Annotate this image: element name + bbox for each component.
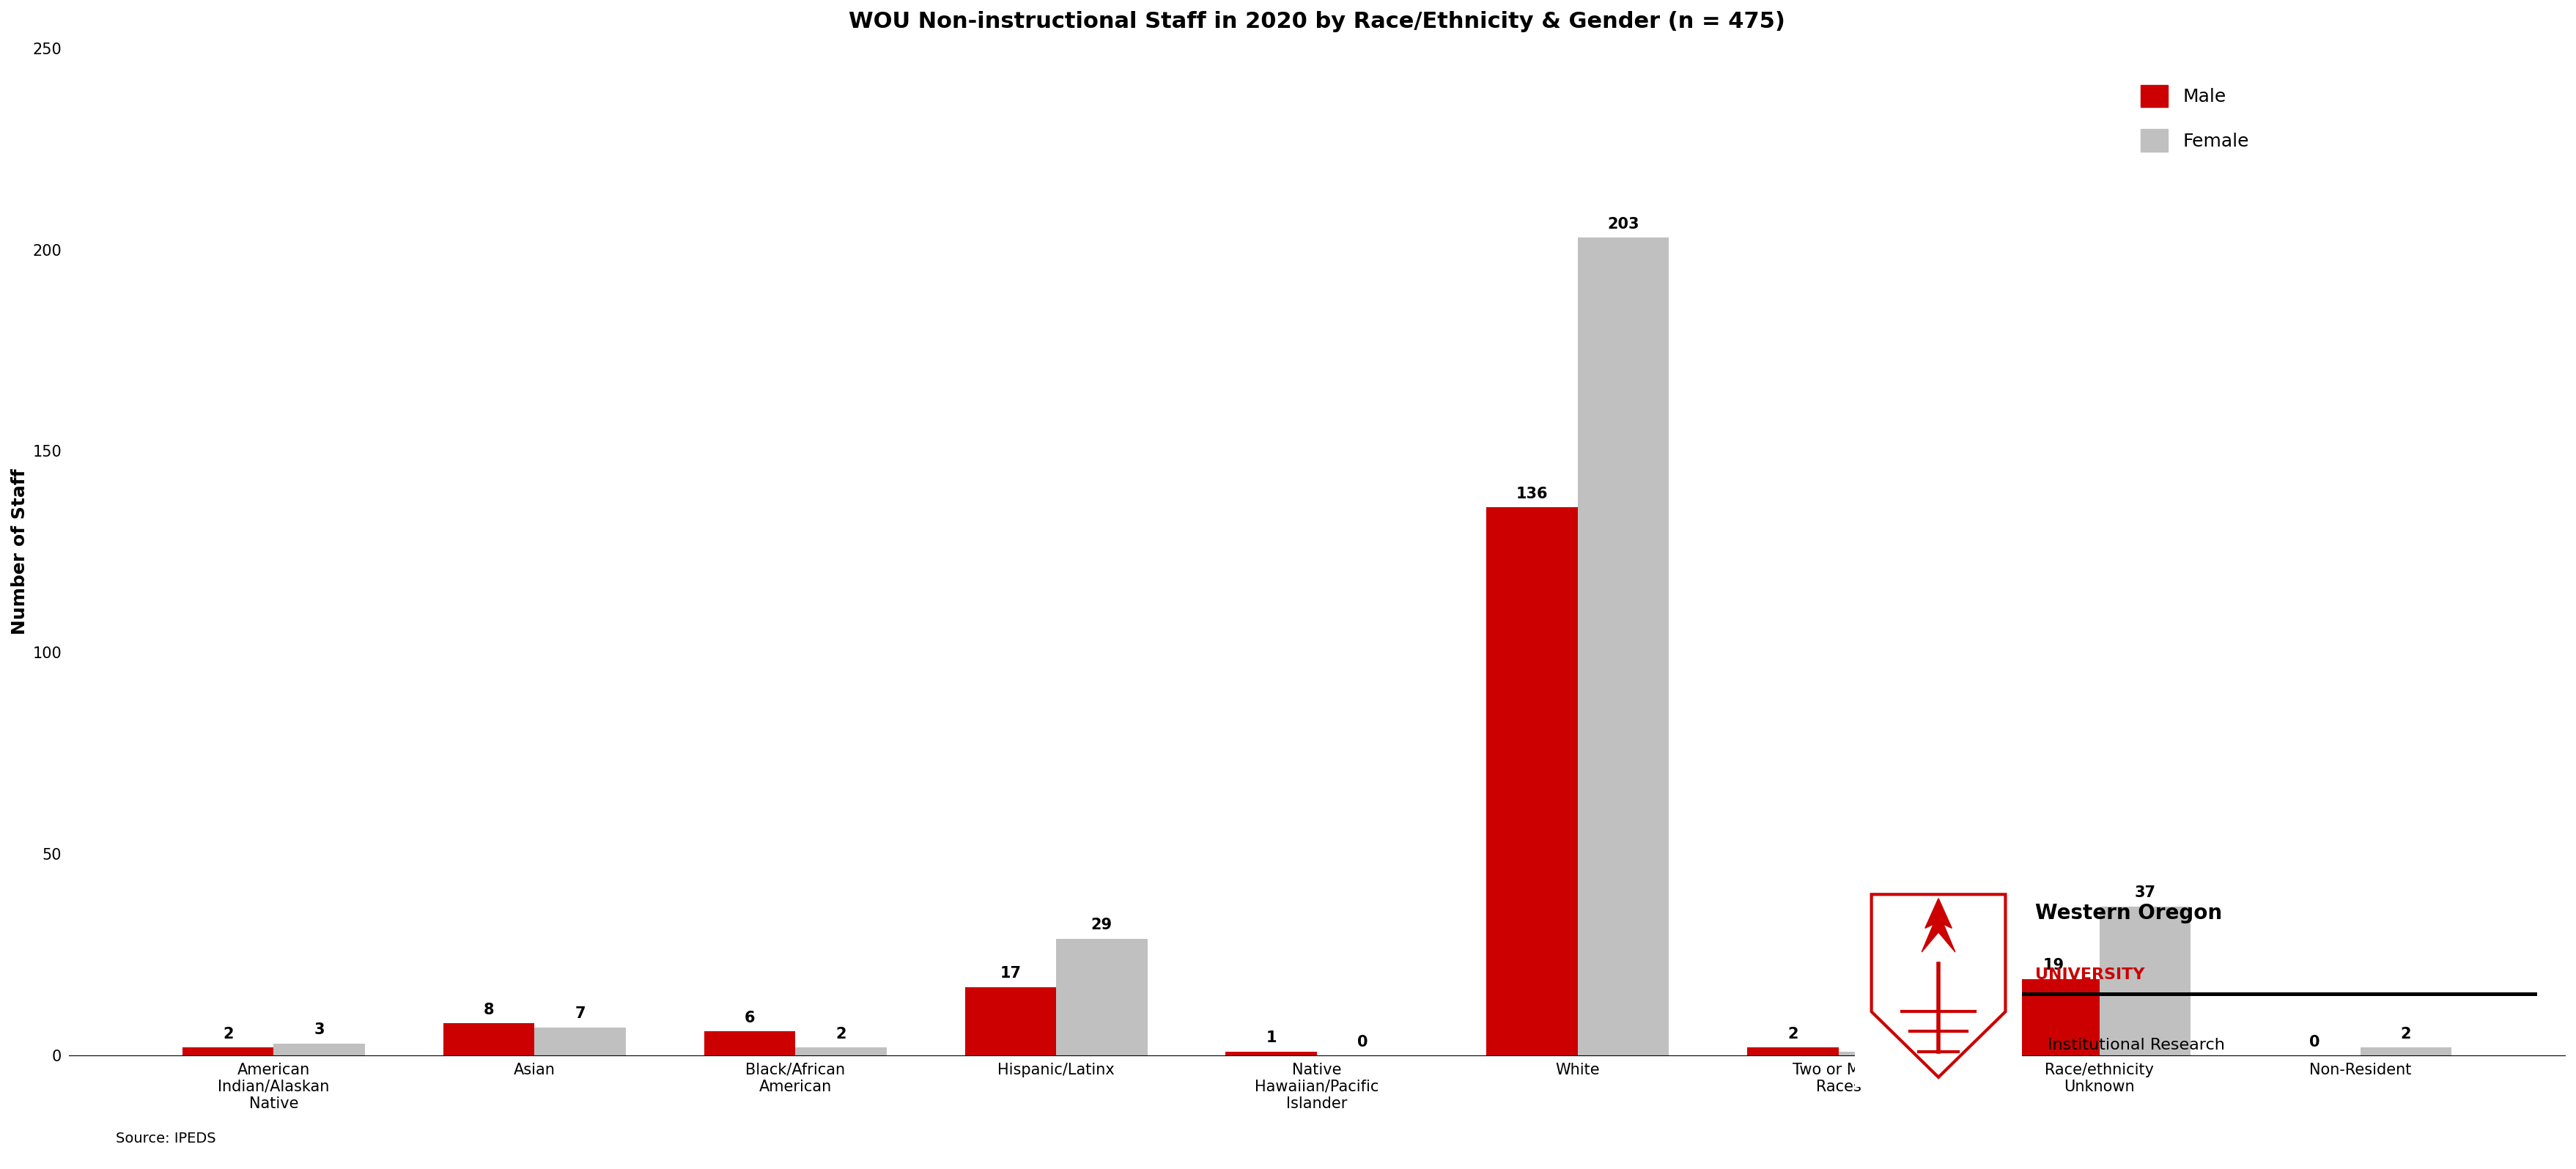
Text: Source: IPEDS: Source: IPEDS (116, 1132, 216, 1146)
Text: 7: 7 (574, 1007, 585, 1022)
Bar (1486, 507, 1577, 1056)
Y-axis label: Number of Staff: Number of Staff (10, 469, 28, 635)
Bar (796, 1047, 886, 1056)
Text: 1: 1 (1265, 1031, 1278, 1045)
Text: 0: 0 (2308, 1035, 2321, 1050)
Text: 2: 2 (835, 1026, 848, 1042)
Text: UNIVERSITY: UNIVERSITY (2035, 967, 2146, 982)
Text: 1: 1 (1878, 1031, 1891, 1045)
Text: 37: 37 (2136, 886, 2156, 900)
Text: 3: 3 (314, 1023, 325, 1037)
Bar (1747, 1047, 1839, 1056)
Polygon shape (1922, 898, 1955, 952)
Text: 8: 8 (484, 1003, 495, 1017)
Bar (1839, 1051, 1929, 1056)
Bar (2009, 978, 2099, 1056)
Text: 0: 0 (1358, 1035, 1368, 1050)
Text: 2: 2 (1788, 1026, 1798, 1042)
Text: Western Oregon: Western Oregon (2035, 902, 2223, 924)
Bar (1056, 939, 1146, 1056)
Text: 203: 203 (1607, 217, 1638, 231)
Bar (966, 987, 1056, 1056)
Title: WOU Non-instructional Staff in 2020 by Race/Ethnicity & Gender (n = 475): WOU Non-instructional Staff in 2020 by R… (848, 11, 1785, 33)
Text: 17: 17 (999, 967, 1020, 981)
Text: 6: 6 (744, 1010, 755, 1025)
Text: 2: 2 (2401, 1026, 2411, 1042)
Bar (703, 1031, 796, 1056)
Bar (2360, 1047, 2452, 1056)
Bar (183, 1047, 273, 1056)
Bar (1577, 237, 1669, 1056)
Text: 19: 19 (2043, 959, 2063, 973)
Text: 136: 136 (1517, 486, 1548, 502)
Text: 2: 2 (222, 1026, 234, 1042)
Text: 29: 29 (1092, 918, 1113, 933)
Bar (1226, 1051, 1316, 1056)
Bar (273, 1044, 366, 1056)
Bar (533, 1028, 626, 1056)
Bar (443, 1023, 533, 1056)
Legend: Male, Female: Male, Female (2133, 77, 2257, 159)
Bar (2099, 906, 2190, 1056)
Text: Institutional Research: Institutional Research (2048, 1037, 2226, 1052)
